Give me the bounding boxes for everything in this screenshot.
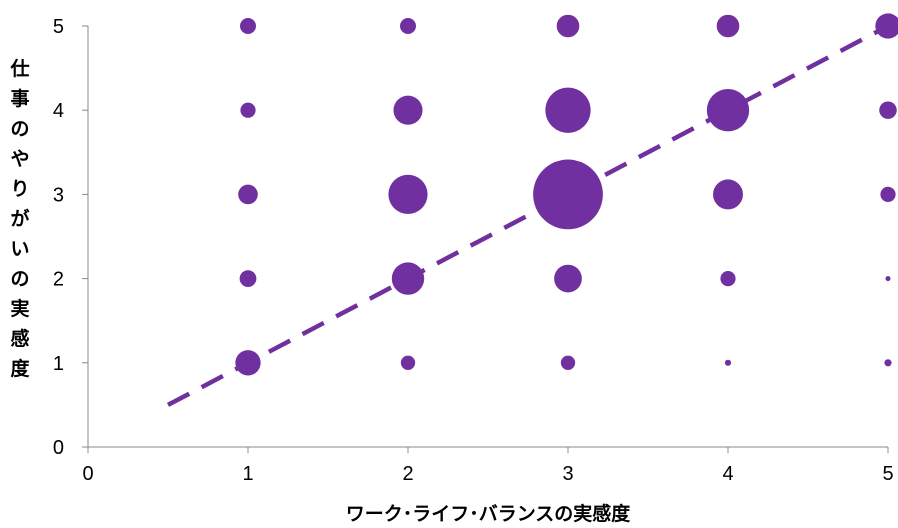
- y-tick-label: 4: [53, 100, 64, 122]
- bubble: [545, 87, 591, 133]
- bubble: [880, 186, 896, 202]
- y-axis-ticks: 0 1 2 3 4 5: [53, 16, 88, 459]
- bubble: [879, 101, 897, 119]
- x-tick-label: 5: [882, 463, 893, 485]
- x-tick-label: 1: [242, 463, 253, 485]
- x-tick-label: 3: [562, 463, 573, 485]
- x-axis-ticks: 0 1 2 3 4 5: [82, 447, 894, 485]
- bubble: [393, 95, 423, 125]
- bubble: [556, 14, 580, 38]
- trendline-dashed: [166, 24, 890, 407]
- y-tick-label: 3: [53, 184, 64, 206]
- bubble: [554, 264, 582, 293]
- x-tick-label: 0: [82, 463, 93, 485]
- bubble: [400, 355, 416, 370]
- bubble: [239, 270, 257, 287]
- x-tick-label: 4: [722, 463, 733, 485]
- x-tick-label: 2: [402, 463, 413, 485]
- y-tick-label: 5: [53, 16, 64, 38]
- bubble: [391, 262, 425, 295]
- bubbles: [235, 13, 898, 376]
- bubble: [716, 14, 740, 38]
- y-axis-title: 仕事のやりがいの実感度: [9, 57, 30, 380]
- bubble: [885, 276, 891, 282]
- y-tick-label: 1: [53, 353, 64, 375]
- bubble: [560, 355, 576, 370]
- bubble: [235, 350, 261, 376]
- bubble: [724, 359, 732, 366]
- y-tick-label: 2: [53, 269, 64, 291]
- x-axis-title: ワーク･ライフ･バランスの実感度: [346, 502, 632, 525]
- bubble: [238, 184, 258, 205]
- bubble: [884, 359, 892, 367]
- bubble: [875, 13, 898, 39]
- bubble: [240, 18, 256, 34]
- y-tick-label: 0: [53, 437, 64, 459]
- bubble: [713, 179, 743, 210]
- bubble: [720, 271, 736, 287]
- bubble: [240, 102, 256, 118]
- trendline: [166, 24, 890, 407]
- bubble: [388, 174, 428, 214]
- bubble: [533, 159, 603, 230]
- bubble: [400, 18, 416, 34]
- bubble: [706, 89, 750, 132]
